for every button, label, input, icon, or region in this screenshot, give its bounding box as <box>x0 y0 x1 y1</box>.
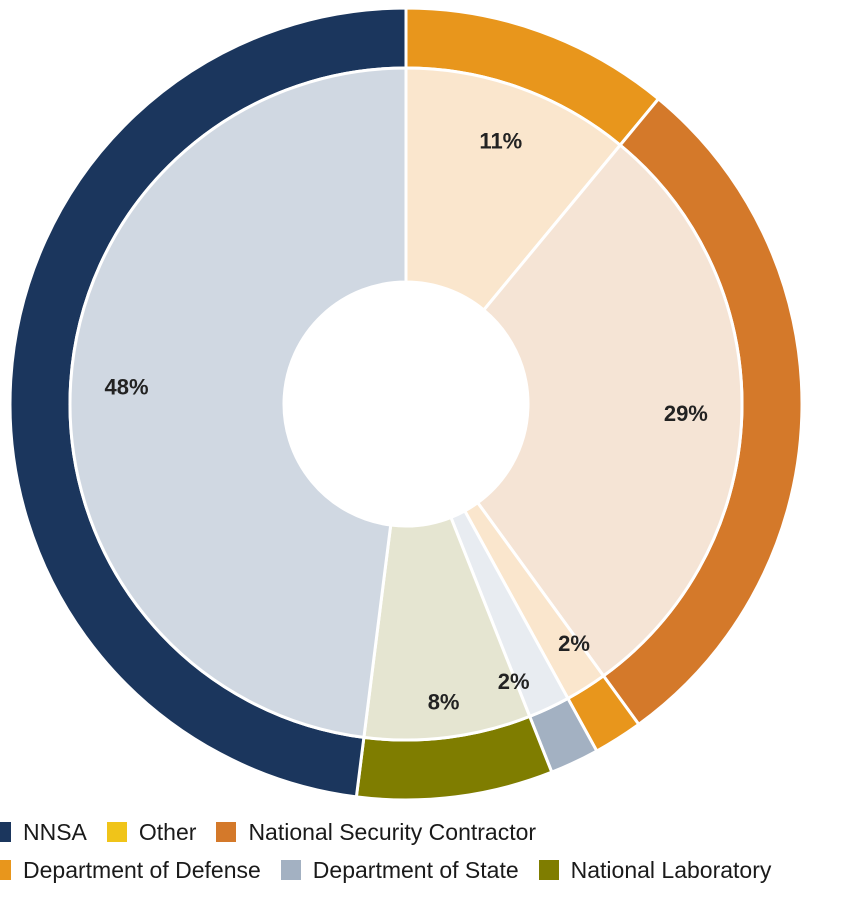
legend-swatch-national-laboratory <box>539 860 559 880</box>
legend-swatch-department-of-defense <box>0 860 11 880</box>
data-label-national-laboratory-4: 8% <box>428 690 460 715</box>
legend-swatch-department-of-state <box>281 860 301 880</box>
data-label-national-security-contractor-1: 29% <box>664 401 708 426</box>
legend-label-national-laboratory: National Laboratory <box>571 857 772 884</box>
legend-item-department-of-defense: Department of Defense <box>0 857 261 884</box>
data-label-department-of-defense-0: 11% <box>479 129 522 154</box>
legend-row-2: Department of Defense Department of Stat… <box>0 856 791 884</box>
legend-item-other: Other <box>107 819 197 846</box>
data-label-department-of-state-3: 2% <box>498 669 530 694</box>
legend-label-nnsa: NNSA <box>23 819 87 846</box>
legend-label-other: Other <box>139 819 197 846</box>
legend-swatch-national-security-contractor <box>216 822 236 842</box>
legend-item-national-laboratory: National Laboratory <box>539 857 772 884</box>
legend-item-national-security-contractor: National Security Contractor <box>216 819 536 846</box>
donut-chart: 11% 29% 2% 2% 8% 48% <box>0 0 858 800</box>
data-label-department-of-defense-2: 2% <box>558 631 590 656</box>
legend-swatch-nnsa <box>0 822 11 842</box>
data-label-nnsa-5: 48% <box>105 374 149 399</box>
legend-label-department-of-state: Department of State <box>313 857 519 884</box>
legend-label-national-security-contractor: National Security Contractor <box>248 819 536 846</box>
legend-item-department-of-state: Department of State <box>281 857 519 884</box>
legend-label-department-of-defense: Department of Defense <box>23 857 261 884</box>
legend-swatch-other <box>107 822 127 842</box>
legend-row-1: NNSA Other National Security Contractor <box>0 818 556 846</box>
legend-item-nnsa: NNSA <box>0 819 87 846</box>
